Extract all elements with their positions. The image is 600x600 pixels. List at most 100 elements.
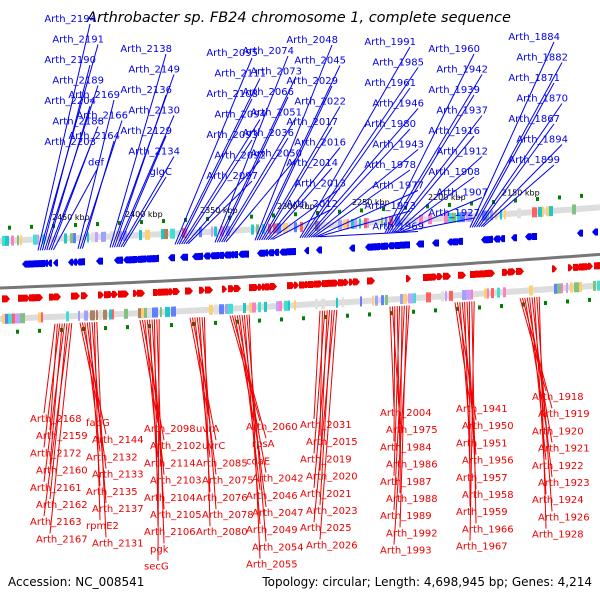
gene-label: Arth_2012: [286, 199, 338, 210]
leader-line: [185, 160, 261, 245]
gene-label: Arth_2092: [214, 151, 266, 162]
cog-feature-block: [171, 306, 175, 317]
gene-label: Arth_2114: [144, 458, 196, 469]
minor-tick-mark: [258, 318, 261, 323]
cog-feature-block: [457, 212, 460, 223]
gene-feature-arrow: [98, 291, 104, 299]
gene-label: Arth_2106: [144, 527, 196, 538]
leader-line: [393, 306, 396, 442]
gene-label: Arth_1975: [386, 425, 438, 436]
major-tick-mark: [536, 197, 539, 202]
cog-feature-block: [375, 295, 378, 306]
cog-feature-block: [343, 219, 348, 230]
leader-line: [81, 140, 115, 249]
gene-label: Arth_1992: [386, 528, 438, 539]
gene-label: Arth_1951: [456, 438, 508, 449]
gene-feature-arrow: [241, 250, 249, 258]
major-tick-mark: [448, 202, 451, 207]
gene-feature-arrow: [397, 241, 405, 249]
gene-feature-arrow: [332, 279, 339, 287]
leader-line: [139, 320, 159, 424]
major-tick-mark: [272, 213, 275, 218]
gene-feature-arrow: [223, 251, 231, 259]
gene-feature-arrow: [353, 278, 360, 286]
gene-label: Arth_1927: [428, 208, 480, 219]
leader-line: [538, 296, 547, 529]
cog-feature-block: [572, 204, 576, 215]
gene-feature-arrow: [487, 235, 493, 243]
cog-feature-block: [110, 231, 115, 242]
gene-label: Arth_2026: [306, 540, 358, 551]
gene-label: Arth_2097: [206, 171, 258, 182]
scale-tick-label: 2250 kbp: [352, 198, 390, 207]
cog-feature-block: [449, 290, 453, 301]
gene-feature-arrow: [168, 254, 175, 262]
scale-tick-label: 2350 kbp: [200, 206, 238, 215]
leader-line: [397, 176, 475, 233]
gene-feature-arrow: [267, 249, 274, 257]
leader-line: [225, 158, 297, 243]
leader-line: [526, 297, 553, 443]
cog-feature-block: [64, 233, 67, 244]
gene-label: rpmE2: [86, 521, 119, 532]
gene-label: Arth_2130: [128, 106, 180, 117]
leader-line: [480, 144, 563, 228]
minor-tick-mark: [346, 313, 349, 318]
minor-tick-mark: [588, 297, 591, 302]
leader-line: [272, 208, 333, 240]
gene-label: Arth_1920: [532, 426, 584, 437]
major-tick-mark: [338, 209, 341, 214]
leader-line: [395, 156, 483, 233]
gene-feature-arrow: [75, 292, 80, 300]
gene-feature-arrow: [406, 275, 411, 283]
gene-feature-arrow: [180, 253, 188, 261]
gene-feature-arrow: [26, 260, 34, 268]
gene-label: Arth_1922: [532, 461, 584, 472]
cog-feature-block: [490, 210, 493, 221]
cog-feature-block: [17, 235, 19, 246]
gene-label: Arth_2108: [206, 89, 258, 100]
leader-line: [218, 96, 289, 243]
scale-tick-label: 2300 kbp: [277, 202, 315, 211]
leader-line: [229, 315, 261, 422]
gene-feature-arrow: [31, 260, 38, 268]
gene-feature-arrow: [290, 247, 296, 255]
cog-feature-block: [395, 216, 400, 227]
major-tick-mark: [52, 223, 55, 228]
cog-feature-block: [228, 303, 233, 314]
gene-label: Arth_1867: [508, 114, 560, 125]
cog-feature-block: [336, 297, 338, 308]
leader-line: [306, 108, 419, 238]
gene-feature-arrow: [141, 255, 146, 263]
cog-feature-block: [48, 234, 50, 245]
gene-label: Arth_2136: [120, 85, 172, 96]
gene-label: secG: [144, 562, 169, 573]
cog-feature-block: [466, 211, 471, 222]
leader-line: [96, 322, 107, 538]
cog-feature-block: [214, 226, 217, 237]
gene-label: Arth_2162: [36, 500, 88, 511]
leader-line: [246, 314, 267, 542]
cog-feature-block: [96, 310, 98, 321]
gene-label: Arth_1959: [456, 507, 508, 518]
gene-label: Arth_1941: [456, 404, 508, 415]
gene-label: Arth_1985: [372, 58, 424, 69]
cog-feature-block: [101, 231, 104, 242]
major-tick-mark: [404, 205, 407, 210]
gene-feature-arrow: [432, 273, 438, 281]
gene-label: Arth_2111: [214, 69, 266, 80]
cog-feature-block: [484, 288, 488, 299]
cog-feature-block: [225, 303, 229, 314]
gene-feature-arrow: [150, 255, 157, 263]
cog-feature-block: [5, 313, 9, 324]
gene-feature-arrow: [262, 283, 267, 291]
minor-tick-mark: [104, 326, 107, 331]
gene-label: Arth_2073: [250, 67, 302, 78]
leader-line: [50, 146, 91, 251]
gene-label: Arth_1950: [462, 421, 514, 432]
gene-label: Arth_2166: [76, 111, 128, 122]
cog-feature-block: [452, 212, 456, 223]
leader-line: [388, 94, 475, 233]
gene-feature-arrow: [304, 247, 309, 255]
leader-line: [263, 126, 333, 241]
